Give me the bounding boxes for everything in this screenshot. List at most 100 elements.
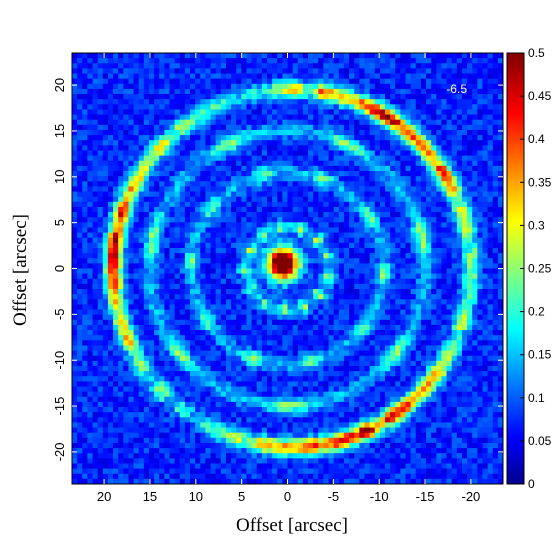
heatmap-cell (138, 140, 145, 146)
heatmap-cell (328, 124, 335, 131)
heatmap-cell (205, 278, 212, 285)
heatmap-cell (72, 129, 78, 136)
heatmap-cell (179, 155, 186, 162)
heatmap-cell (82, 99, 88, 105)
heatmap-cell (92, 104, 99, 111)
heatmap-cell (328, 217, 335, 223)
heatmap-cell (354, 345, 360, 352)
heatmap-cell (405, 206, 412, 213)
heatmap-cell (164, 330, 171, 336)
heatmap-cell (451, 268, 458, 275)
heatmap-cell (472, 83, 478, 90)
heatmap-cell (154, 319, 160, 326)
heatmap-cell (143, 232, 150, 239)
heatmap-cell (297, 83, 304, 90)
heatmap-cell (313, 283, 319, 290)
heatmap-cell (133, 294, 140, 300)
heatmap-cell (236, 181, 242, 187)
heatmap-cell (456, 201, 463, 208)
heatmap-cell (410, 232, 417, 239)
heatmap-cell (420, 78, 427, 85)
heatmap-cell (323, 155, 330, 162)
heatmap-cell (164, 135, 171, 141)
heatmap-cell (113, 273, 119, 280)
heatmap-cell (77, 340, 83, 347)
heatmap-cell (282, 53, 289, 59)
heatmap-cell (138, 294, 145, 300)
heatmap-cell (323, 83, 330, 90)
heatmap-cell (467, 247, 473, 254)
heatmap-cell (359, 53, 366, 59)
heatmap-cell (174, 129, 181, 136)
heatmap-cell (251, 119, 258, 126)
heatmap-cell (133, 268, 140, 275)
heatmap-cell (159, 124, 165, 131)
heatmap-cell (92, 201, 99, 208)
heatmap-cell (420, 145, 427, 152)
heatmap-cell (225, 355, 232, 362)
heatmap-cell (174, 73, 181, 80)
heatmap-cell (215, 129, 222, 136)
heatmap-cell (251, 330, 258, 336)
heatmap-cell (82, 181, 88, 187)
heatmap-cell (390, 258, 396, 264)
heatmap-cell (343, 330, 350, 336)
heatmap-cell (236, 150, 242, 157)
heatmap-cell (77, 299, 83, 306)
heatmap-cell (379, 58, 386, 64)
heatmap-cell (195, 309, 201, 316)
heatmap-cell (179, 99, 186, 105)
heatmap-cell (246, 94, 253, 100)
heatmap-cell (456, 335, 463, 341)
heatmap-cell (241, 273, 248, 280)
heatmap-cell (107, 83, 114, 90)
heatmap-cell (467, 206, 473, 213)
heatmap-cell (323, 319, 330, 326)
heatmap-cell (477, 150, 484, 157)
heatmap-cell (400, 340, 407, 347)
heatmap-cell (400, 124, 407, 131)
heatmap-cell (405, 237, 412, 244)
heatmap-cell (205, 340, 212, 347)
heatmap-cell (492, 258, 499, 264)
heatmap-cell (102, 58, 109, 64)
heatmap-cell (236, 124, 242, 131)
heatmap-cell (374, 273, 381, 280)
heatmap-cell (148, 196, 155, 203)
heatmap-cell (487, 350, 494, 357)
heatmap-cell (292, 99, 299, 105)
heatmap-cell (179, 273, 186, 280)
heatmap-cell (487, 294, 494, 300)
heatmap-cell (77, 330, 83, 336)
heatmap-cell (272, 145, 278, 152)
heatmap-cell (107, 206, 114, 213)
heatmap-cell (123, 355, 130, 362)
heatmap-cell (359, 109, 366, 116)
heatmap-cell (415, 68, 422, 75)
heatmap-cell (266, 247, 273, 254)
heatmap-cell (343, 242, 350, 249)
heatmap-cell (492, 227, 499, 234)
heatmap-cell (148, 273, 155, 280)
heatmap-cell (179, 319, 186, 326)
heatmap-cell (184, 283, 191, 290)
heatmap-cell (272, 114, 278, 121)
heatmap-cell (354, 68, 360, 75)
heatmap-cell (395, 294, 401, 300)
heatmap-cell (497, 196, 503, 203)
heatmap-cell (272, 237, 278, 244)
heatmap-cell (164, 196, 171, 203)
heatmap-cell (225, 99, 232, 105)
heatmap-cell (313, 176, 319, 182)
heatmap-cell (277, 345, 283, 352)
heatmap-cell (492, 83, 499, 90)
heatmap-cell (333, 160, 340, 167)
heatmap-cell (333, 109, 340, 116)
heatmap-cell (272, 176, 278, 182)
heatmap-cell (477, 253, 484, 259)
heatmap-cell (272, 191, 278, 198)
heatmap-cell (302, 73, 309, 80)
heatmap-cell (456, 176, 463, 182)
heatmap-cell (451, 345, 458, 352)
heatmap-cell (82, 330, 88, 336)
